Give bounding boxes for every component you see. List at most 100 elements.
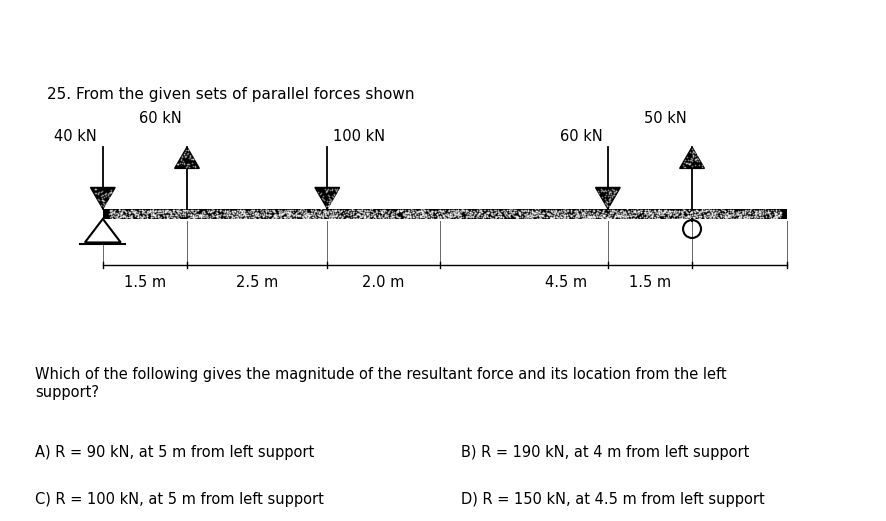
Point — [210, 206, 224, 214]
Point — [377, 206, 392, 214]
Point — [416, 205, 430, 214]
Point — [710, 214, 724, 222]
Point — [135, 213, 149, 221]
Point — [765, 205, 779, 214]
Point — [190, 212, 204, 220]
Point — [210, 209, 224, 217]
Point — [317, 208, 331, 216]
Text: 60 kN: 60 kN — [138, 111, 181, 126]
Point — [519, 209, 533, 218]
Point — [449, 206, 463, 215]
Point — [555, 210, 569, 218]
Point — [209, 214, 223, 222]
Point — [424, 211, 438, 219]
Point — [632, 208, 646, 217]
Point — [276, 213, 291, 221]
Point — [361, 212, 376, 220]
Point — [501, 210, 516, 219]
Point — [756, 209, 770, 217]
Point — [763, 210, 777, 219]
Point — [188, 162, 202, 170]
Point — [602, 194, 616, 203]
Point — [267, 208, 281, 217]
Point — [527, 209, 541, 218]
Point — [186, 211, 200, 219]
Point — [657, 214, 672, 222]
Point — [260, 211, 274, 219]
Point — [328, 209, 342, 217]
Point — [310, 207, 324, 215]
Point — [442, 210, 456, 219]
Point — [119, 208, 133, 216]
Point — [688, 162, 702, 170]
Point — [317, 211, 331, 219]
Point — [702, 213, 716, 221]
Point — [225, 207, 239, 215]
Point — [733, 210, 747, 218]
Point — [245, 210, 260, 218]
Point — [475, 213, 489, 221]
Point — [734, 214, 748, 222]
Point — [242, 213, 256, 221]
Point — [341, 206, 355, 215]
Point — [267, 207, 281, 215]
Point — [708, 206, 722, 215]
Point — [372, 213, 386, 221]
Point — [506, 211, 520, 219]
Point — [547, 212, 561, 220]
Point — [189, 213, 203, 221]
Point — [445, 212, 459, 220]
Point — [610, 211, 625, 219]
Point — [655, 208, 669, 217]
Point — [563, 212, 577, 220]
Point — [652, 210, 666, 219]
Point — [388, 212, 402, 220]
Point — [228, 207, 242, 216]
Point — [307, 207, 322, 216]
Point — [742, 212, 757, 220]
Point — [534, 208, 548, 217]
Point — [96, 187, 110, 195]
Point — [315, 192, 330, 201]
Point — [470, 212, 485, 220]
Point — [88, 189, 102, 197]
Point — [707, 210, 721, 219]
Point — [142, 208, 156, 216]
Point — [658, 206, 672, 214]
Point — [691, 214, 705, 222]
Point — [184, 205, 198, 214]
Point — [689, 154, 703, 162]
Text: 2.0 m: 2.0 m — [361, 275, 404, 290]
Point — [332, 210, 346, 219]
Point — [508, 212, 522, 220]
Point — [405, 212, 419, 220]
Point — [661, 209, 675, 217]
Point — [183, 211, 198, 219]
Point — [601, 188, 615, 196]
Point — [526, 207, 540, 216]
Point — [717, 213, 731, 221]
Point — [492, 208, 506, 216]
Point — [610, 211, 625, 219]
Point — [287, 214, 301, 222]
Point — [259, 210, 273, 219]
Point — [513, 209, 527, 217]
Point — [402, 210, 416, 218]
Point — [679, 207, 693, 215]
Point — [398, 209, 412, 218]
Point — [624, 212, 638, 220]
Point — [305, 209, 319, 217]
Point — [121, 208, 136, 216]
Point — [583, 212, 597, 220]
Point — [610, 212, 624, 220]
Point — [273, 210, 287, 219]
Point — [417, 214, 431, 222]
Point — [363, 212, 377, 220]
Point — [178, 206, 192, 215]
Point — [394, 206, 408, 214]
Point — [597, 185, 611, 194]
Polygon shape — [85, 219, 120, 242]
Point — [301, 212, 315, 220]
Point — [248, 214, 262, 222]
Point — [402, 209, 416, 217]
